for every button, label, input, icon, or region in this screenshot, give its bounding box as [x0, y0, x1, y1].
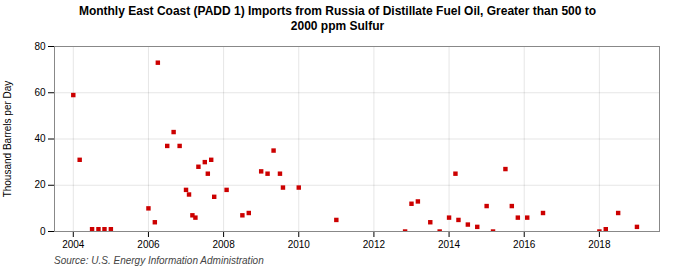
html-text:Monthly East Coast (PADD 1) Im: Monthly East Coast (PADD 1) Imports from… [78, 4, 597, 33]
svg-text:0: 0 [40, 226, 46, 237]
html-text:Source: U.S. Energy Informatio: Source: U.S. Energy Information Administ… [54, 255, 264, 266]
svg-text:20: 20 [34, 179, 46, 190]
svg-text:2014: 2014 [438, 239, 461, 250]
svg-text:Thousand Barrels per Day: Thousand Barrels per Day [2, 81, 13, 198]
svg-text:40: 40 [34, 133, 46, 144]
svg-text:2004: 2004 [62, 239, 85, 250]
svg-text:2018: 2018 [588, 239, 611, 250]
svg-text:2012: 2012 [363, 239, 386, 250]
svg-text:2006: 2006 [137, 239, 160, 250]
svg-text:60: 60 [34, 87, 46, 98]
svg-text:2016: 2016 [513, 239, 536, 250]
svg-text:2008: 2008 [212, 239, 235, 250]
svg-text:80: 80 [34, 41, 46, 52]
svg-text:2010: 2010 [288, 239, 311, 250]
